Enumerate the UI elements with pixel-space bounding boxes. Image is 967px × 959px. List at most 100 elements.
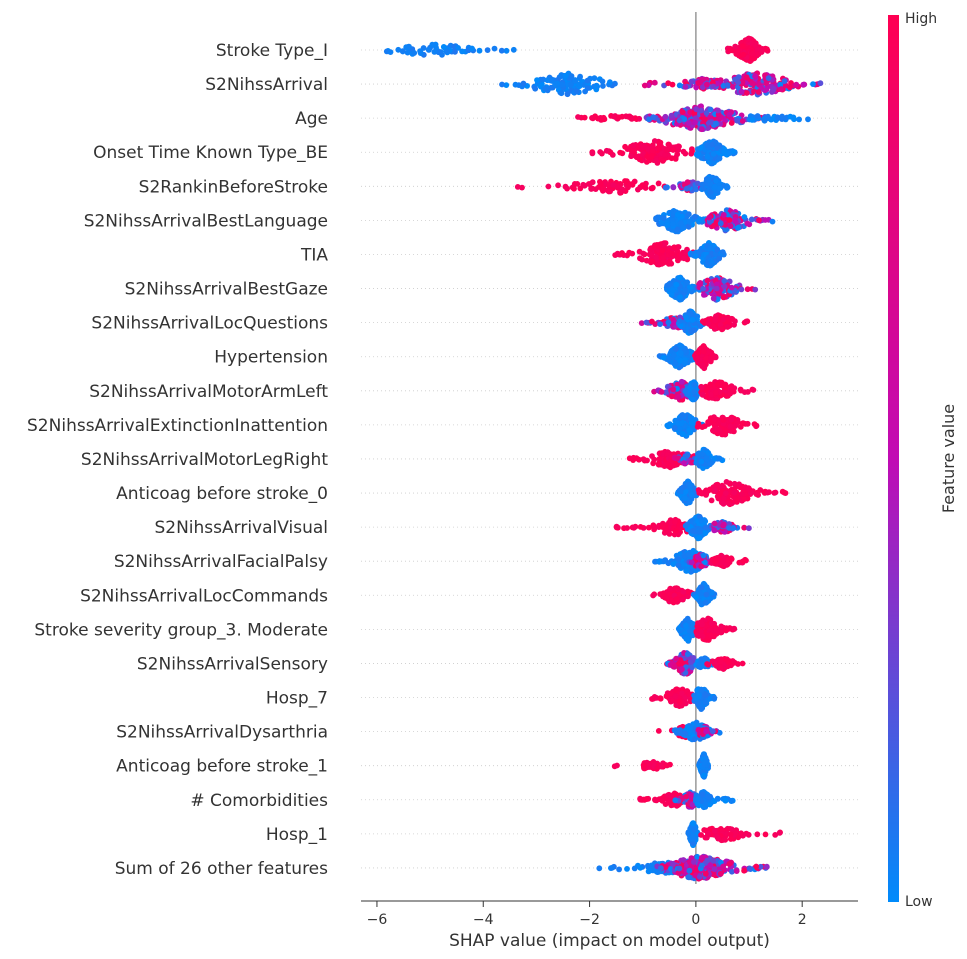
shap-dot (576, 81, 583, 88)
shap-dot (739, 420, 746, 427)
shap-dot (752, 73, 758, 80)
shap-dot (405, 43, 412, 50)
shap-dot (649, 453, 655, 459)
shap-dot (626, 113, 633, 120)
shap-dot (723, 479, 730, 485)
shap-dot (745, 485, 752, 492)
shap-dot (668, 393, 675, 400)
shap-dot (631, 524, 637, 531)
shap-dot (599, 150, 605, 157)
shap-dot (700, 285, 706, 292)
shap-dot (671, 352, 677, 358)
shap-dot (680, 148, 687, 155)
shap-dot (575, 114, 581, 120)
shap-dot (749, 80, 756, 86)
shap-dot (499, 81, 505, 88)
shap-dot (552, 81, 558, 88)
shap-dot (755, 89, 762, 95)
shap-dot (710, 151, 717, 157)
shap-dot (743, 74, 750, 81)
shap-dot (779, 113, 785, 120)
shap-dot (697, 526, 704, 533)
shap-dot (660, 158, 666, 164)
shap-dot (713, 220, 720, 227)
shap-dot (707, 461, 713, 467)
shap-dot (703, 455, 710, 462)
shap-dot (685, 551, 692, 558)
shap-dot (697, 145, 704, 151)
shap-dot (731, 625, 737, 632)
shap-dot (761, 117, 768, 124)
shap-dot (817, 80, 824, 87)
shap-dot (699, 451, 706, 457)
shap-dot (721, 148, 728, 155)
shap-dot (632, 115, 639, 122)
shap-dot (619, 250, 625, 256)
shap-dot (689, 528, 696, 534)
shap-dot (651, 138, 658, 144)
shap-dot (677, 322, 684, 329)
shap-dot (749, 117, 756, 123)
shap-dot (781, 78, 788, 84)
shap-dot (660, 354, 667, 361)
shap-dot (744, 220, 751, 227)
shap-dot (716, 155, 723, 162)
shap-dot (584, 85, 591, 91)
shap-dot (727, 223, 734, 230)
shap-dot (684, 522, 690, 528)
shap-dot (679, 109, 686, 115)
shap-dot (662, 113, 669, 120)
shap-dot (699, 126, 705, 133)
shap-dot (677, 350, 684, 357)
shap-dot (680, 588, 687, 595)
shap-dot (671, 244, 678, 251)
shap-dot (562, 72, 569, 79)
shap-dot (709, 141, 716, 148)
shap-dot (713, 177, 719, 184)
shap-dot (685, 223, 692, 230)
shap-dot (648, 251, 655, 258)
shap-dot (674, 381, 681, 388)
shap-dot (665, 80, 672, 87)
shap-dot (691, 388, 697, 395)
shap-dot (699, 424, 706, 430)
shap-dot (676, 275, 683, 281)
shap-dot (707, 106, 714, 113)
shap-dot (667, 586, 673, 593)
shap-dot (683, 314, 690, 321)
shap-dot (738, 88, 745, 95)
shap-dot (708, 119, 715, 125)
shap-dot (753, 491, 760, 497)
shap-dot (728, 120, 735, 126)
shap-dot (699, 391, 706, 398)
shap-dot (701, 292, 707, 298)
shap-dot (704, 81, 710, 88)
shap-dot (724, 324, 731, 330)
shap-dot (732, 423, 739, 429)
shap-dot (704, 277, 711, 284)
shap-dot (589, 150, 596, 157)
shap-dot (704, 153, 711, 160)
shap-dot (728, 47, 734, 54)
shap-dot (671, 361, 678, 367)
shap-dot (640, 250, 647, 257)
shap-dot (732, 217, 738, 224)
shap-dot (735, 224, 742, 231)
shap-dot (731, 321, 737, 328)
shap-dot (676, 318, 683, 324)
shap-dot (672, 518, 678, 525)
shap-dot (680, 224, 687, 231)
shap-dot (674, 211, 681, 218)
shap-dot (581, 114, 588, 121)
shap-dot (699, 76, 706, 83)
shap-dot (676, 82, 683, 89)
shap-dot (774, 114, 781, 121)
shap-dot (707, 245, 714, 252)
shap-dot (684, 452, 691, 459)
shap-dot (589, 115, 595, 121)
shap-dot (532, 85, 539, 92)
shap-dot (584, 77, 591, 84)
shap-dot (671, 663, 678, 670)
shap-dot (503, 47, 510, 54)
shap-dot (588, 185, 595, 192)
